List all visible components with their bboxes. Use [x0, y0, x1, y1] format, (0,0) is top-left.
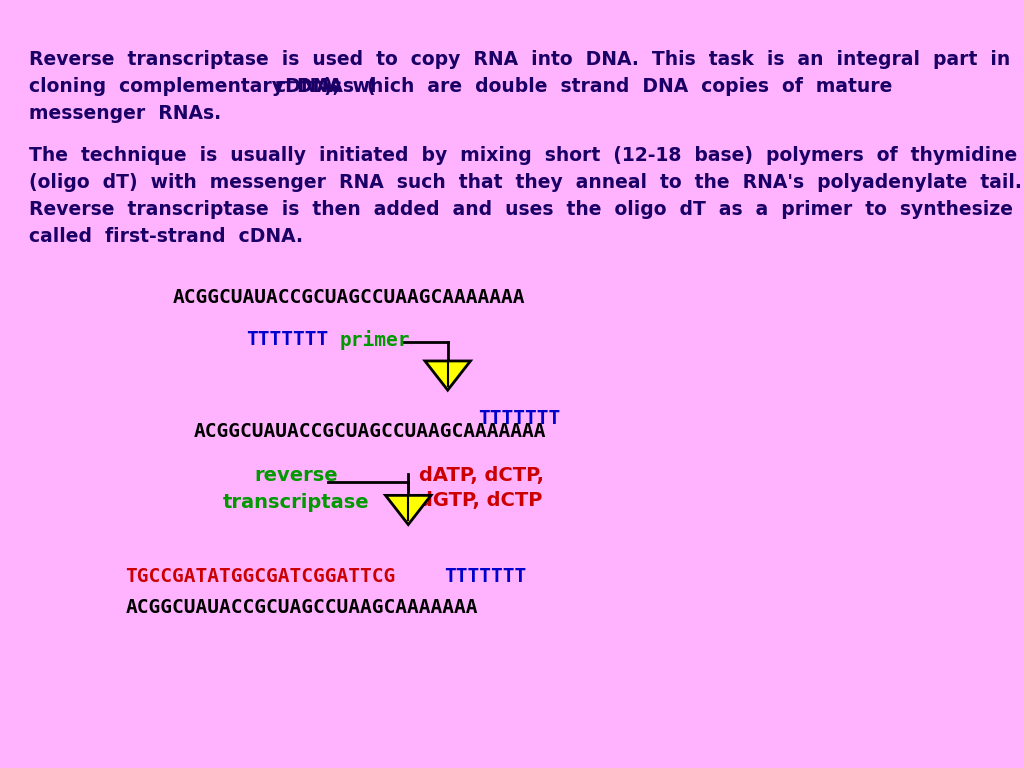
- Text: called  first-strand  cDNA.: called first-strand cDNA.: [29, 227, 303, 246]
- Text: ),  which  are  double  strand  DNA  copies  of  mature: ), which are double strand DNA copies of…: [324, 77, 892, 96]
- Text: reverse: reverse: [254, 466, 338, 485]
- Text: ACGGCUAUACCGCUAGCCUAAGCAAAAAAA: ACGGCUAUACCGCUAGCCUAAGCAAAAAAA: [125, 598, 478, 617]
- Text: TTTTTTT: TTTTTTT: [478, 409, 560, 428]
- Text: transcriptase: transcriptase: [222, 493, 370, 512]
- Text: Reverse  transcriptase  is  then  added  and  uses  the  oligo  dT  as  a  prime: Reverse transcriptase is then added and …: [29, 200, 1024, 219]
- Text: primer: primer: [340, 330, 411, 350]
- Text: The  technique  is  usually  initiated  by  mixing  short  (12-18  base)  polyme: The technique is usually initiated by mi…: [29, 146, 1017, 165]
- Text: dATP, dCTP,
dGTP, dCTP: dATP, dCTP, dGTP, dCTP: [419, 466, 544, 510]
- Text: Reverse  transcriptase  is  used  to  copy  RNA  into  DNA.  This  task  is  an : Reverse transcriptase is used to copy RN…: [29, 50, 1010, 69]
- Text: TTTTTTT: TTTTTTT: [444, 567, 526, 586]
- Text: messenger  RNAs.: messenger RNAs.: [29, 104, 221, 123]
- Text: ACGGCUAUACCGCUAGCCUAAGCAAAAAAA: ACGGCUAUACCGCUAGCCUAAGCAAAAAAA: [173, 288, 525, 307]
- Text: TTTTTTT: TTTTTTT: [247, 330, 329, 349]
- Polygon shape: [385, 495, 431, 525]
- Text: (oligo  dT)  with  messenger  RNA  such  that  they  anneal  to  the  RNA's  pol: (oligo dT) with messenger RNA such that …: [29, 173, 1022, 192]
- Text: cloning  complementary  DNAs  (: cloning complementary DNAs (: [29, 77, 376, 96]
- Text: ACGGCUAUACCGCUAGCCUAAGCAAAAAAA: ACGGCUAUACCGCUAGCCUAAGCAAAAAAA: [194, 422, 546, 442]
- Polygon shape: [425, 361, 470, 390]
- Text: cDNAs: cDNAs: [274, 77, 342, 96]
- Text: TGCCGATATGGCGATCGGATTCG: TGCCGATATGGCGATCGGATTCG: [125, 567, 395, 586]
